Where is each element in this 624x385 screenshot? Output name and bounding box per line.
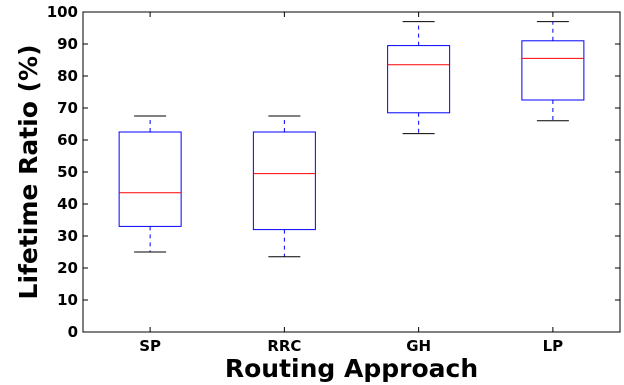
y-tick-label: 10 — [57, 291, 78, 309]
y-tick-label: 80 — [57, 67, 78, 85]
box-sp — [118, 115, 182, 253]
box-rrc — [252, 115, 316, 258]
x-tick-label: LP — [543, 337, 564, 355]
plot-marks — [118, 21, 585, 258]
x-tick-label: GH — [406, 337, 431, 355]
iqr-box — [118, 131, 182, 227]
plot-frame — [82, 11, 621, 333]
x-axis: SP RRC GH LP — [139, 12, 563, 355]
y-tick-label: 70 — [57, 99, 78, 117]
y-axis: 0 10 20 30 40 50 60 70 80 90 100 — [47, 3, 620, 341]
y-tick-label: 90 — [57, 35, 78, 53]
y-tick-label: 20 — [57, 259, 78, 277]
y-tick-label: 0 — [68, 323, 78, 341]
x-axis-label: Routing Approach — [225, 354, 478, 383]
iqr-box — [252, 131, 316, 231]
y-axis-label: Lifetime Ratio (%) — [14, 45, 43, 300]
y-tick-label: 60 — [57, 131, 78, 149]
box-lp — [521, 21, 585, 122]
box-gh — [387, 21, 451, 135]
y-tick-label: 30 — [57, 227, 78, 245]
x-tick-label: RRC — [267, 337, 301, 355]
iqr-box — [387, 45, 451, 114]
y-tick-label: 100 — [47, 3, 78, 21]
y-tick-label: 40 — [57, 195, 78, 213]
x-tick-label: SP — [139, 337, 161, 355]
iqr-box — [521, 40, 585, 101]
y-tick-label: 50 — [57, 163, 78, 181]
